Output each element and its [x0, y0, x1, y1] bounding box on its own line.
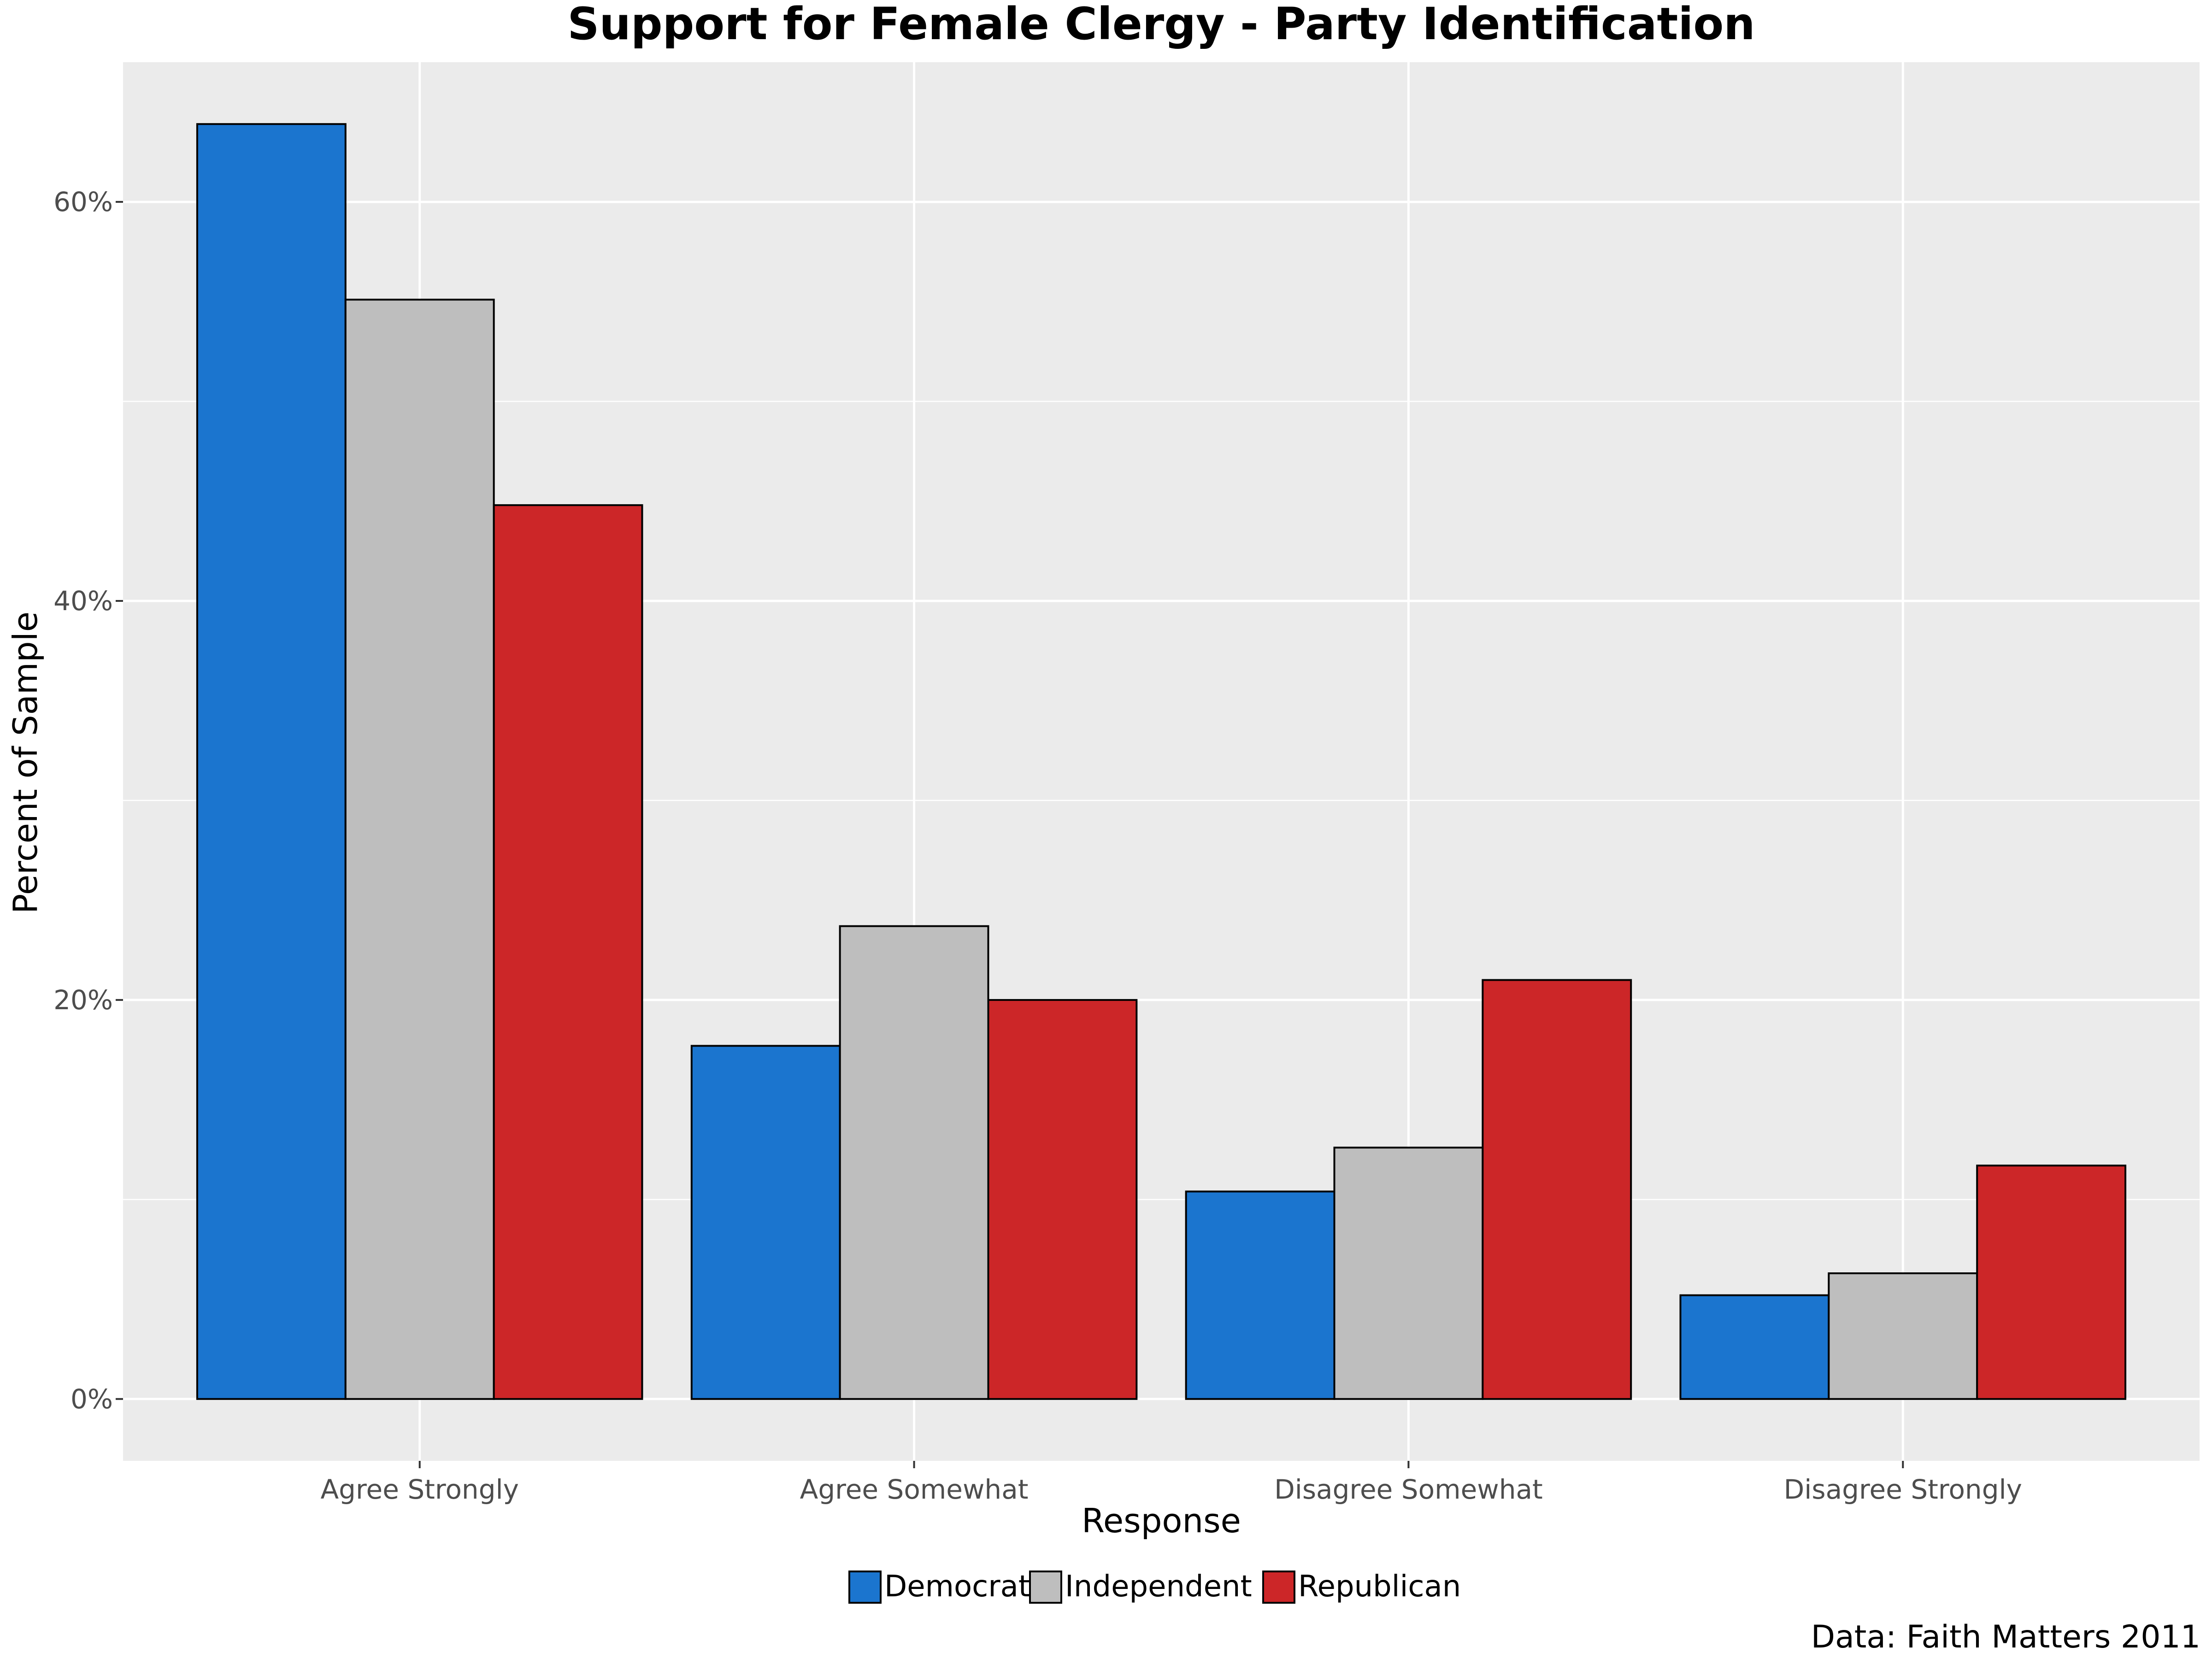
legend-key [848, 1571, 882, 1604]
y-tick-label: 0% [71, 1383, 113, 1415]
bar-democrat-1 [196, 123, 347, 1400]
bar-independent-1 [344, 299, 495, 1400]
x-tick-label: Disagree Strongly [1784, 1474, 2022, 1505]
data-caption: Data: Faith Matters 2011 [1811, 1619, 2200, 1655]
y-tick-label: 60% [53, 186, 113, 218]
legend-item-independent: Independent [1029, 1570, 1252, 1604]
legend-key [1029, 1571, 1062, 1604]
legend-key [1262, 1571, 1295, 1604]
y-axis-title: Percent of Sample [6, 612, 45, 914]
legend-item-democrat: Democrat [848, 1570, 1030, 1604]
bar-republican-3 [1482, 979, 1632, 1400]
legend-label: Democrat [884, 1570, 1030, 1604]
bar-independent-4 [1828, 1272, 1978, 1400]
bar-republican-1 [493, 504, 643, 1400]
x-tick-label: Disagree Somewhat [1274, 1474, 1543, 1505]
bar-democrat-3 [1185, 1190, 1335, 1400]
legend-label: Independent [1065, 1570, 1252, 1604]
bar-independent-2 [839, 925, 989, 1400]
bar-democrat-4 [1679, 1294, 1830, 1400]
bar-republican-2 [987, 999, 1138, 1400]
bar-democrat-2 [690, 1045, 841, 1400]
x-tick-label: Agree Strongly [320, 1474, 519, 1505]
y-tick-label: 20% [53, 984, 113, 1016]
bar-independent-3 [1333, 1147, 1484, 1400]
x-axis-title: Response [1082, 1501, 1241, 1540]
axis-layer: 0% 20% 40% 60% Agree Strongly Agree Somewhat D… [53, 186, 2022, 1505]
legend-item-republican: Republican [1262, 1570, 1461, 1604]
x-tick-label: Agree Somewhat [800, 1474, 1029, 1505]
bars-layer [196, 123, 2127, 1400]
bar-republican-4 [1976, 1165, 2127, 1400]
chart-title: Support for Female Clergy - Party Identi… [567, 0, 1755, 50]
y-tick-label: 40% [53, 585, 113, 617]
legend-label: Republican [1298, 1570, 1461, 1604]
legend: Democrat Independent Republican [848, 1570, 1461, 1604]
